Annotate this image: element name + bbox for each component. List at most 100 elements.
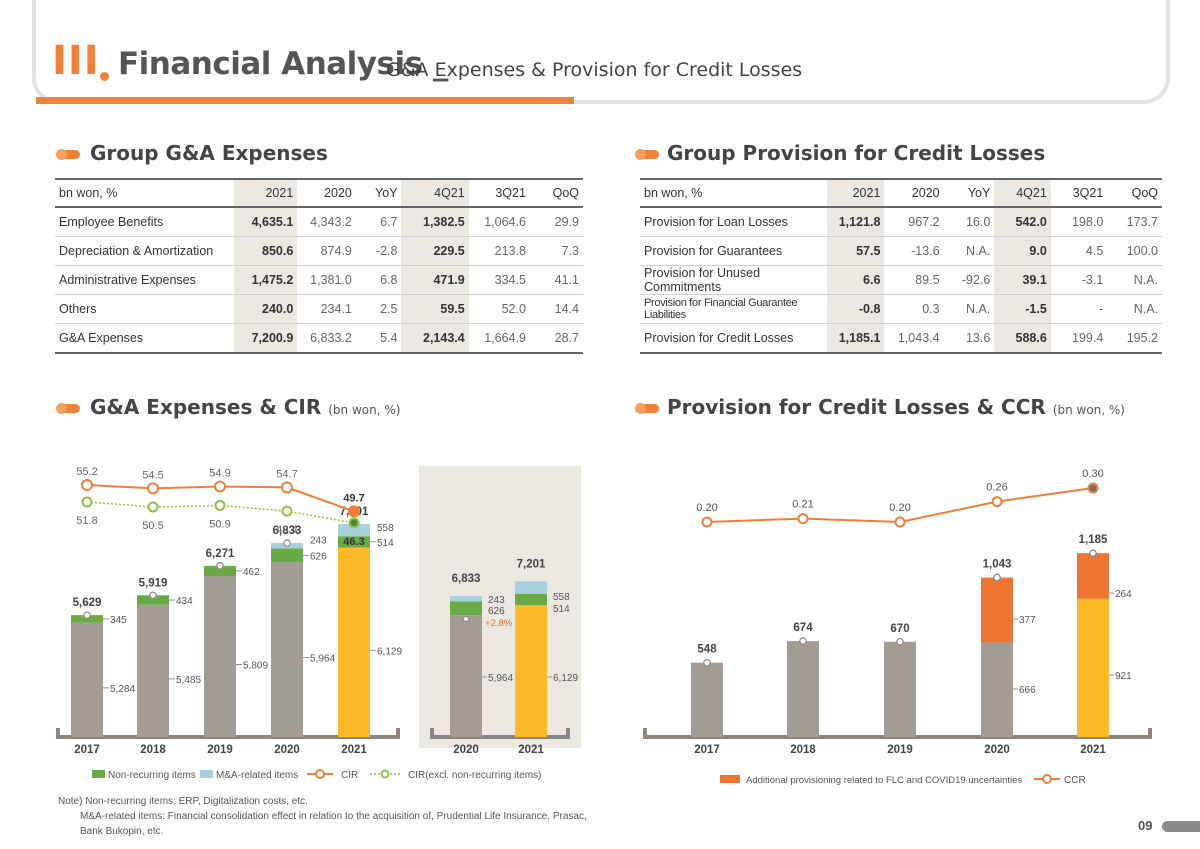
table-row: Provision for Credit Losses 1,185.1 1,043.…	[640, 323, 1162, 354]
ccr-point	[701, 516, 713, 528]
bar-segment	[691, 662, 723, 737]
bar-total-label: 1,185	[1079, 534, 1108, 546]
section-dot	[100, 72, 109, 81]
table-cell: 28.7	[529, 323, 583, 354]
cir-label: 49.7	[343, 492, 364, 504]
comparison-panel	[419, 466, 581, 748]
table-cell: 173.7	[1107, 207, 1162, 237]
table-cell: 195.2	[1107, 323, 1162, 354]
cir-point	[214, 480, 226, 493]
ccr-label: 0.20	[696, 502, 717, 514]
segment-label: 558	[553, 592, 570, 603]
table-cell: 213.8	[468, 236, 530, 266]
table-cell: 13.6	[943, 323, 995, 354]
x-tick-label: 2020	[984, 744, 1010, 756]
segment-label: 558	[377, 523, 394, 534]
bar-total-label: 1,043	[983, 559, 1012, 571]
table-cell: N.A.	[1107, 294, 1162, 324]
header-accent-bar	[36, 97, 574, 104]
table-cell: 6.8	[355, 265, 402, 295]
cir-excl-point	[348, 517, 360, 529]
table-cell: 41.1	[529, 265, 583, 295]
table-cell: 1,381.0	[297, 265, 356, 295]
table-cell: 4,635.1	[233, 207, 298, 237]
page-title-text: Financial Analysis	[118, 46, 423, 82]
bar-total-label: 6,833	[452, 573, 481, 585]
table-cell: -13.6	[884, 236, 944, 266]
x-tick-label: 2017	[694, 744, 720, 756]
table-cell: 1,475.2	[233, 265, 298, 295]
legend-label: M&A-related items	[216, 770, 298, 781]
segment-label: 5,809	[243, 660, 268, 671]
table-cell: 2.5	[355, 294, 402, 324]
table-cell: 7.3	[529, 236, 583, 266]
table-cell: 6,833.2	[297, 323, 356, 354]
row-label: Administrative Expenses	[55, 265, 234, 295]
bar-top-marker	[149, 591, 157, 600]
table-cell: 967.2	[884, 207, 944, 237]
segment-label: 626	[488, 606, 505, 617]
segment-label: 377	[1019, 615, 1036, 626]
page-number-bar	[1162, 821, 1200, 832]
table-cell: 7,200.9	[233, 323, 298, 354]
ga-table-title: Group G&A Expenses	[90, 141, 328, 165]
table-cell: -3.1	[1050, 265, 1108, 295]
bar-segment	[1077, 553, 1109, 599]
bar-top-marker	[993, 573, 1001, 582]
table-cell: N.A.	[943, 236, 995, 266]
table-cell: 39.1	[994, 265, 1051, 295]
table-cell: 1,043.4	[884, 323, 944, 354]
table-header-row: bn won, % 2021 2020 YoY 4Q21 3Q21 QoQ	[640, 178, 1162, 208]
legend-marker-cir	[315, 769, 325, 779]
bar-segment	[1077, 598, 1109, 737]
bar-segment	[450, 601, 482, 616]
segment-label: 462	[243, 567, 260, 578]
bar-segment	[787, 641, 819, 737]
footnote-line: Bank Bukopin, etc.	[80, 826, 164, 837]
title-separator: _	[432, 46, 449, 82]
segment-label: 921	[1115, 671, 1132, 682]
cir-excl-point	[81, 496, 93, 508]
cir-excl-point	[214, 499, 226, 511]
bar-total-label: 6,833	[273, 525, 302, 537]
section-number: III	[52, 38, 100, 84]
x-tick-label: 2020	[274, 744, 300, 756]
table-cell: N.A.	[943, 294, 995, 324]
x-tick-label: 2019	[887, 744, 913, 756]
x-tick-label: 2021	[518, 744, 544, 756]
table-cell: 234.1	[297, 294, 356, 324]
ccr-point	[1087, 482, 1099, 494]
segment-label: 243	[488, 595, 505, 606]
cir-excl-label: 46.3	[343, 536, 364, 548]
bar-total-label: 548	[697, 644, 717, 656]
x-tick-label: 2021	[1080, 744, 1106, 756]
cir-excl-label: 49.4	[276, 524, 297, 536]
cir-point	[147, 482, 159, 495]
bar-segment	[204, 565, 236, 576]
cir-label: 54.9	[209, 467, 230, 479]
page-title: Financial Analysis _	[118, 46, 448, 82]
legend-label: Additional provisioning related to FLC a…	[746, 775, 1022, 786]
bar-top-marker	[463, 616, 469, 622]
growth-annotation: +2.8%	[485, 618, 513, 629]
table-cell: 542.0	[994, 207, 1051, 237]
segment-label: 264	[1115, 589, 1132, 600]
table-row: Provision for Unused Commitments 6.6 89.5-…	[640, 265, 1162, 295]
segment-label: 666	[1019, 685, 1036, 696]
pcl-table: bn won, % 2021 2020 YoY 4Q21 3Q21 QoQ Pr…	[640, 178, 1162, 354]
row-label: Provision for Guarantees	[640, 236, 828, 266]
table-cell: 240.0	[233, 294, 298, 324]
section-bullet	[635, 403, 659, 414]
bar-segment	[450, 615, 482, 737]
table-cell: 29.9	[529, 207, 583, 237]
ga-chart-title-text: G&A Expenses & CIR	[90, 395, 322, 419]
table-cell: 14.4	[529, 294, 583, 324]
table-row: Provision for Loan Losses 1,121.8 967.2 16.…	[640, 207, 1162, 237]
section-bullet	[635, 149, 659, 160]
ccr-point	[991, 496, 1003, 508]
bar-top-marker	[799, 637, 807, 645]
ccr-label: 0.30	[1082, 468, 1103, 480]
table-cell: 89.5	[884, 265, 944, 295]
column-header: bn won, %	[55, 178, 234, 208]
table-cell: 850.6	[233, 236, 298, 266]
